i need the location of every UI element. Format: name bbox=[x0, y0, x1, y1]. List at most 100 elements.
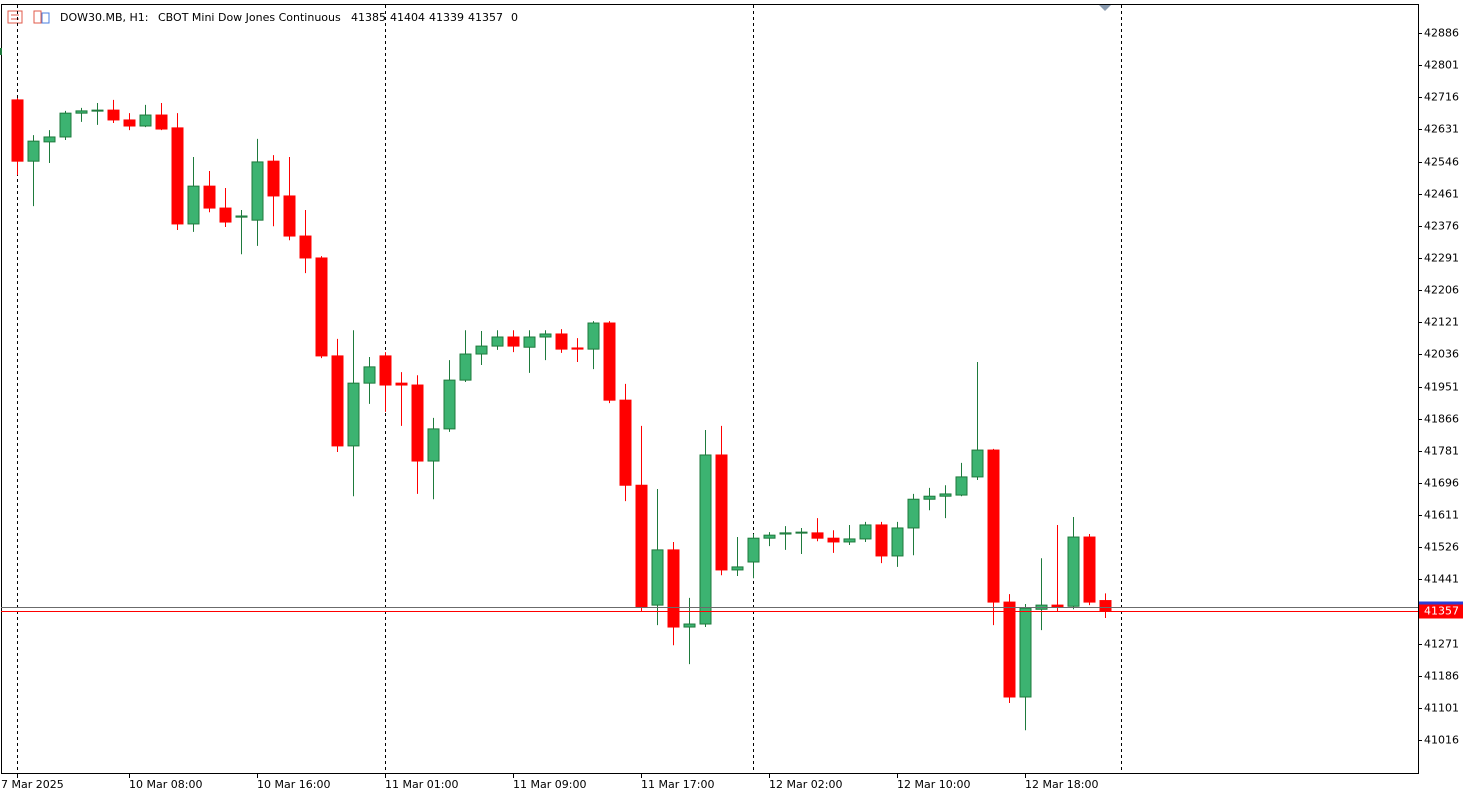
y-tick-label: 42206 bbox=[1424, 284, 1459, 297]
candle-body bbox=[379, 355, 392, 386]
y-tick-label: 41271 bbox=[1424, 638, 1459, 651]
ohlc-close: 41357 bbox=[468, 11, 503, 24]
y-tick-label: 41441 bbox=[1424, 573, 1459, 586]
y-tick-label: 42291 bbox=[1424, 252, 1459, 265]
candle-body bbox=[715, 454, 728, 571]
candle-body bbox=[811, 532, 824, 539]
y-tick-label: 42121 bbox=[1424, 316, 1459, 329]
candle-body bbox=[987, 449, 1000, 603]
y-tick-label: 42716 bbox=[1424, 91, 1459, 104]
plot-frame bbox=[1, 4, 1419, 774]
y-tick-label: 42801 bbox=[1424, 59, 1459, 72]
candle-body bbox=[395, 382, 408, 386]
y-tick-label: 41101 bbox=[1424, 702, 1459, 715]
candle-body bbox=[27, 140, 40, 162]
candle-body bbox=[331, 355, 344, 447]
candle-body bbox=[779, 532, 792, 535]
candle-body bbox=[667, 549, 680, 628]
y-tick-label: 41611 bbox=[1424, 509, 1459, 522]
y-tick-label: 41016 bbox=[1424, 734, 1459, 747]
candle-body bbox=[635, 484, 648, 608]
x-tick-label: 12 Mar 10:00 bbox=[897, 778, 970, 791]
candle-body bbox=[1099, 600, 1112, 612]
x-tick-label: 12 Mar 02:00 bbox=[769, 778, 842, 791]
candle-body bbox=[827, 537, 840, 543]
y-tick-label: 42036 bbox=[1424, 348, 1459, 361]
candle-body bbox=[235, 215, 248, 218]
ask-label-bg bbox=[1419, 601, 1463, 606]
candle-body bbox=[123, 119, 136, 127]
ohlc-open: 41385 bbox=[351, 11, 386, 24]
chart-icon[interactable] bbox=[33, 10, 42, 24]
candle-body bbox=[283, 195, 296, 237]
candle-body bbox=[1019, 607, 1032, 698]
y-tick-label: 42461 bbox=[1424, 188, 1459, 201]
candle-body bbox=[699, 454, 712, 625]
x-tick-label: 11 Mar 01:00 bbox=[385, 778, 458, 791]
y-tick-label: 42886 bbox=[1424, 27, 1459, 40]
ohlc: 41385 41404 41339 41357 0 bbox=[351, 11, 518, 24]
last-price-label: 41357 bbox=[1424, 605, 1459, 618]
candle-body bbox=[91, 109, 104, 112]
candle-body bbox=[347, 382, 360, 447]
ohlc-high: 41404 bbox=[390, 11, 425, 24]
candle-body bbox=[475, 345, 488, 355]
candle-body bbox=[747, 537, 760, 563]
candle-body bbox=[251, 161, 264, 221]
y-tick-label: 41951 bbox=[1424, 381, 1459, 394]
y-tick-label: 41866 bbox=[1424, 413, 1459, 426]
candle-body bbox=[1003, 601, 1016, 698]
candle-body bbox=[1067, 536, 1080, 607]
candle-body bbox=[187, 185, 200, 225]
y-tick-label: 42631 bbox=[1424, 123, 1459, 136]
candle-body bbox=[315, 257, 328, 357]
candle-body bbox=[507, 336, 520, 347]
candle-body bbox=[555, 333, 568, 350]
candle-body bbox=[603, 322, 616, 401]
candle-body bbox=[491, 336, 504, 347]
candle-body bbox=[11, 99, 24, 162]
candle-body bbox=[795, 531, 808, 534]
candle-body bbox=[891, 527, 904, 557]
candle-body bbox=[539, 333, 552, 338]
candle-body bbox=[443, 379, 456, 430]
candle-body bbox=[299, 235, 312, 259]
last-price-label-bg bbox=[1419, 604, 1463, 619]
x-tick-label: 11 Mar 17:00 bbox=[641, 778, 714, 791]
candle-body bbox=[651, 549, 664, 606]
candle-body bbox=[1051, 604, 1064, 608]
candle-body bbox=[155, 114, 168, 130]
candle-body bbox=[203, 185, 216, 209]
candle-body bbox=[75, 110, 88, 114]
candle-body bbox=[43, 136, 56, 143]
candle-body bbox=[219, 207, 232, 223]
candle-body bbox=[939, 493, 952, 497]
candle-body bbox=[587, 322, 600, 350]
shift-marker[interactable] bbox=[1099, 5, 1111, 11]
volume: 0 bbox=[511, 11, 518, 24]
candle-body bbox=[731, 566, 744, 571]
candle-body bbox=[955, 476, 968, 496]
candle-body bbox=[875, 524, 888, 557]
x-tick-label: 11 Mar 09:00 bbox=[513, 778, 586, 791]
ohlc-low: 41339 bbox=[429, 11, 464, 24]
candle-body bbox=[363, 366, 376, 384]
y-tick-label: 41696 bbox=[1424, 477, 1459, 490]
candle-body bbox=[843, 538, 856, 543]
candle-body bbox=[859, 524, 872, 540]
y-tick-label: 41186 bbox=[1424, 670, 1459, 683]
candle-body bbox=[923, 495, 936, 500]
x-tick-label: 12 Mar 18:00 bbox=[1025, 778, 1098, 791]
symbol: DOW30.MB, H1: bbox=[60, 11, 149, 24]
menu-icon[interactable] bbox=[7, 10, 23, 24]
candle-body bbox=[107, 109, 120, 121]
candle-body bbox=[619, 399, 632, 486]
description: CBOT Mini Dow Jones Continuous bbox=[158, 11, 341, 24]
candle-body bbox=[59, 112, 72, 138]
header: DOW30.MB, H1: CBOT Mini Dow Jones Contin… bbox=[7, 10, 518, 24]
y-tick-label: 41781 bbox=[1424, 445, 1459, 458]
y-tick-label: 42546 bbox=[1424, 156, 1459, 169]
y-tick-label: 42376 bbox=[1424, 220, 1459, 233]
candle-body bbox=[1083, 536, 1096, 603]
